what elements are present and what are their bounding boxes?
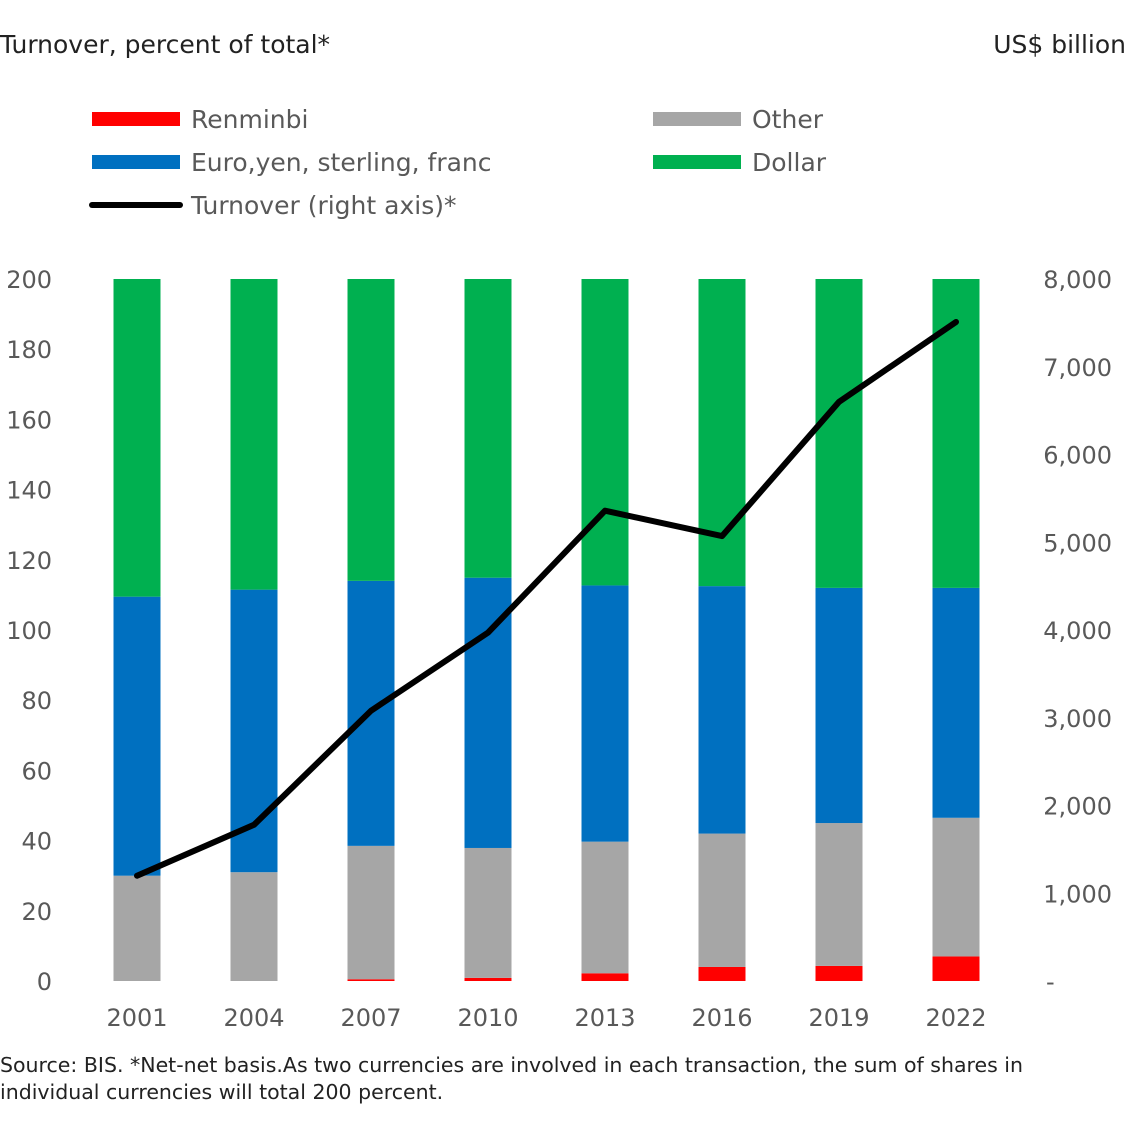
x-tick-label: 2019 (808, 1004, 869, 1032)
left-tick-label: 180 (6, 336, 52, 364)
left-tick-label: 100 (6, 617, 52, 645)
left-tick-label: 120 (6, 547, 52, 575)
bar-stack-2022 (932, 279, 980, 981)
bar-segment-dollar (113, 279, 161, 597)
x-tick-label: 2016 (691, 1004, 752, 1032)
x-axis-ticks: 2001 2004 2007 2010 2013 2016 2019 2022 (106, 1004, 986, 1032)
bar-segment-dollar (815, 279, 863, 588)
right-tick-label: 8,000 (1043, 266, 1112, 294)
bar-segment-dollar (464, 279, 512, 578)
bar-stack-2016 (698, 279, 746, 981)
turnover-line (134, 318, 959, 879)
right-tick-label: 6,000 (1043, 442, 1112, 470)
bar-segment-other (230, 872, 278, 981)
left-tick-label: 0 (37, 968, 52, 996)
right-tick-label: 2,000 (1043, 793, 1112, 821)
bar-segment-dollar (581, 279, 629, 586)
bar-stack-2013 (581, 279, 629, 981)
bar-segment-euro-yen-sterling-franc (815, 587, 863, 824)
bar-segment-other (581, 841, 629, 974)
source-note: Source: BIS. *Net-net basis.As two curre… (0, 1053, 1023, 1104)
bar-segment-euro-yen-sterling-franc (581, 585, 629, 842)
left-axis-title: Turnover, percent of total* (0, 30, 331, 59)
right-tick-label: 4,000 (1043, 617, 1112, 645)
bar-segment-dollar (347, 279, 395, 581)
bar-segment-other (347, 845, 395, 980)
bar-segment-euro-yen-sterling-franc (932, 587, 980, 818)
chart-legend: Renminbi Other Euro,yen, sterling, franc Do… (89, 105, 827, 220)
bar-segment-renminbi (581, 973, 629, 981)
bar-segment-renminbi (698, 966, 746, 981)
bar-segment-renminbi (932, 956, 980, 981)
bar-stack-2010 (464, 279, 512, 981)
legend-label: Renminbi (191, 105, 308, 134)
left-tick-label: 160 (6, 406, 52, 434)
bar-stack-2001 (113, 279, 161, 981)
left-tick-label: 200 (6, 266, 52, 294)
right-axis-title: US$ billion (993, 30, 1126, 59)
left-tick-label: 20 (21, 898, 52, 926)
x-tick-label: 2004 (223, 1004, 284, 1032)
right-tick-label: 3,000 (1043, 705, 1112, 733)
legend-swatch (92, 112, 180, 126)
legend-swatch (92, 155, 180, 169)
legend-label: Other (752, 105, 824, 134)
bar-stacks (113, 279, 980, 981)
legend-label: Turnover (right axis)* (190, 191, 456, 220)
right-tick-label: 5,000 (1043, 529, 1112, 557)
bar-segment-other (113, 875, 161, 981)
left-tick-label: 60 (21, 757, 52, 785)
right-tick-label: 7,000 (1043, 354, 1112, 382)
legend-swatch (653, 155, 741, 169)
bar-segment-renminbi (464, 977, 512, 981)
legend-item-dollar: Dollar (653, 148, 827, 177)
bar-segment-other (464, 847, 512, 978)
bar-segment-other (932, 817, 980, 957)
bar-segment-renminbi (347, 979, 395, 981)
bar-segment-renminbi (815, 965, 863, 981)
legend-item-euro-yen-sterling-franc: Euro,yen, sterling, franc (92, 148, 492, 177)
bar-segment-euro-yen-sterling-franc (113, 596, 161, 876)
x-tick-label: 2013 (574, 1004, 635, 1032)
left-tick-label: 140 (6, 477, 52, 505)
bar-segment-euro-yen-sterling-franc (698, 586, 746, 834)
legend-item-turnover-right-axis: Turnover (right axis)* (89, 191, 456, 220)
right-tick-label: - (1046, 968, 1055, 996)
legend-label: Euro,yen, sterling, franc (191, 148, 492, 177)
bar-stack-2019 (815, 279, 863, 981)
x-tick-label: 2001 (106, 1004, 167, 1032)
turnover-line-layer (134, 318, 959, 879)
legend-label: Dollar (752, 148, 827, 177)
legend-item-renminbi: Renminbi (92, 105, 308, 134)
stacked-bar-line-chart: Renminbi Other Euro,yen, sterling, franc Do… (6, 105, 1112, 1032)
right-tick-label: 1,000 (1043, 880, 1112, 908)
left-tick-label: 80 (21, 687, 52, 715)
x-tick-label: 2022 (925, 1004, 986, 1032)
bar-segment-other (815, 823, 863, 966)
x-tick-label: 2007 (340, 1004, 401, 1032)
bar-segment-other (698, 833, 746, 967)
left-tick-label: 40 (21, 828, 52, 856)
legend-swatch (653, 112, 741, 126)
left-axis-ticks: 0 20 40 60 80 100 120 140 160 180 200 (6, 266, 52, 996)
bar-segment-euro-yen-sterling-franc (464, 577, 512, 848)
bar-stack-2007 (347, 279, 395, 981)
bar-segment-dollar (698, 279, 746, 587)
bar-segment-dollar (230, 279, 278, 590)
legend-item-other: Other (653, 105, 824, 134)
bar-stack-2004 (230, 279, 278, 981)
x-tick-label: 2010 (457, 1004, 518, 1032)
right-axis-ticks: - 1,000 2,000 3,000 4,000 5,000 6,000 7,000 8,00… (1043, 266, 1112, 996)
